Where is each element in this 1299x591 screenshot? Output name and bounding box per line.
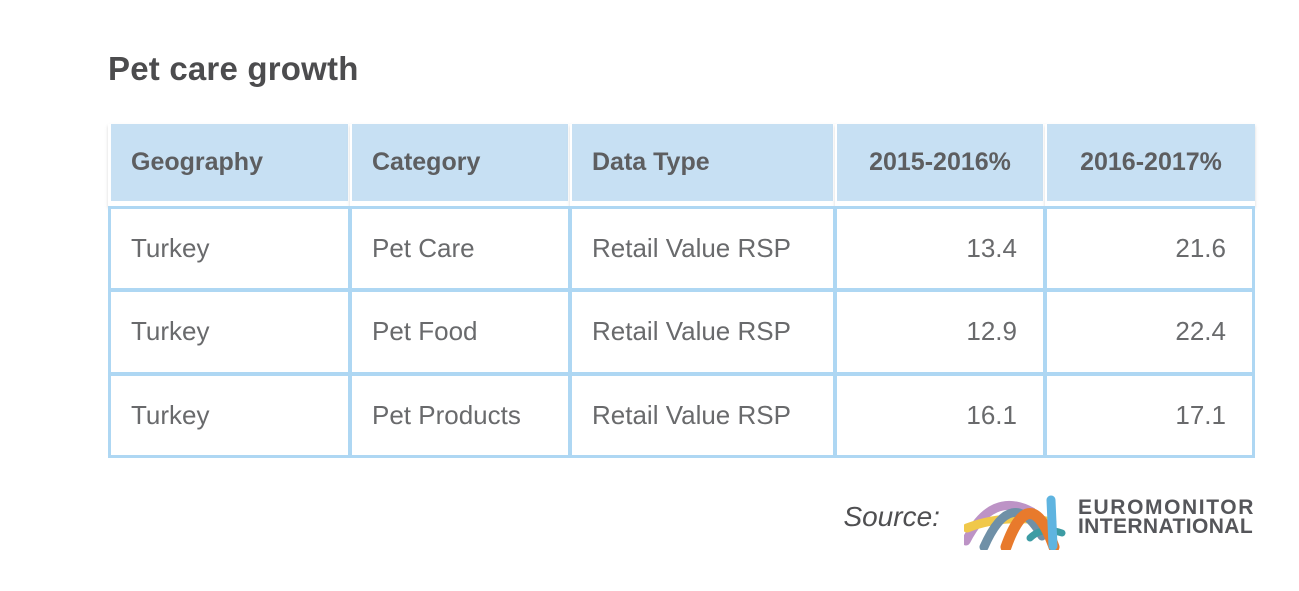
cell-2016-2017: 22.4: [1045, 289, 1255, 374]
cell-data-type: Retail Value RSP: [570, 289, 835, 374]
table-header-row: Geography Category Data Type 2015-2016% …: [108, 123, 1255, 206]
table-row: Turkey Pet Care Retail Value RSP 13.4 21…: [108, 205, 1255, 290]
table-row: Turkey Pet Food Retail Value RSP 12.9 22…: [108, 289, 1255, 374]
cell-geography: Turkey: [108, 205, 350, 290]
table-row: Turkey Pet Products Retail Value RSP 16.…: [108, 373, 1255, 458]
cell-2015-2016: 12.9: [835, 289, 1045, 374]
cell-data-type: Retail Value RSP: [570, 373, 835, 458]
source-attribution: Source: EUROMONITOR INTERNATIONAL: [108, 484, 1255, 550]
table-body: Turkey Pet Care Retail Value RSP 13.4 21…: [108, 205, 1255, 458]
logo-line-1: EUROMONITOR: [1077, 495, 1255, 519]
column-header-2016-2017: 2016-2017%: [1045, 123, 1255, 206]
cell-2016-2017: 17.1: [1045, 373, 1255, 458]
euromonitor-wordmark: EUROMONITOR INTERNATIONAL: [1077, 495, 1255, 538]
euromonitor-arcs-icon: [963, 495, 1066, 550]
cell-2015-2016: 13.4: [835, 205, 1045, 290]
table-header: Geography Category Data Type 2015-2016% …: [108, 123, 1255, 206]
cell-data-type: Retail Value RSP: [570, 205, 835, 290]
cell-geography: Turkey: [108, 289, 350, 374]
page-title: Pet care growth: [108, 50, 359, 87]
pet-care-growth-table: Geography Category Data Type 2015-2016% …: [108, 123, 1255, 458]
column-header-geography: Geography: [108, 123, 350, 206]
cell-2015-2016: 16.1: [835, 373, 1045, 458]
euromonitor-logo: EUROMONITOR INTERNATIONAL: [963, 484, 1255, 550]
column-header-2015-2016: 2015-2016%: [835, 123, 1045, 206]
source-label: Source:: [843, 500, 940, 532]
cell-category: Pet Care: [350, 205, 570, 290]
report-panel: Pet care growth Geography Category Data …: [108, 50, 1255, 550]
column-header-data-type: Data Type: [570, 123, 835, 206]
column-header-category: Category: [350, 123, 570, 206]
cell-category: Pet Food: [350, 289, 570, 374]
logo-line-2: INTERNATIONAL: [1077, 514, 1254, 538]
cell-category: Pet Products: [350, 373, 570, 458]
cell-geography: Turkey: [108, 373, 350, 458]
cell-2016-2017: 21.6: [1045, 205, 1255, 290]
